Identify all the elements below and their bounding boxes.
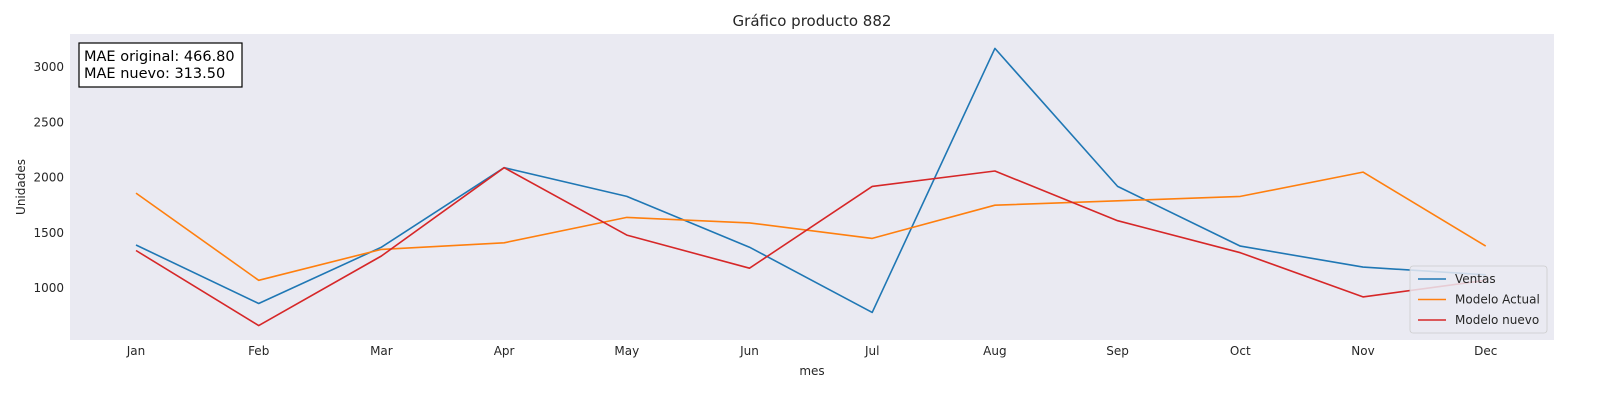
x-tick-label: Apr (494, 344, 515, 358)
x-tick-label: May (614, 344, 639, 358)
legend-label: Ventas (1455, 272, 1496, 286)
x-axis-title: mes (799, 364, 824, 378)
x-tick-label: Feb (248, 344, 269, 358)
series-line (135, 166, 1486, 327)
x-tick-label: Jul (864, 344, 879, 358)
x-tick-label: Dec (1474, 344, 1497, 358)
x-axis-ticks: Jan Feb Mar Apr May Jun Jul Aug Sep Oct Nov Dec (126, 344, 1498, 358)
y-axis-title: Unidades (14, 159, 28, 215)
series-line (135, 171, 1487, 282)
mae-annotation: MAE original: 466.80 MAE nuevo: 313.50 (78, 42, 243, 88)
series-line (135, 47, 1486, 314)
x-tick-label: Sep (1106, 344, 1129, 358)
y-tick-label: 1000 (33, 281, 64, 295)
y-axis-ticks: 1000 1500 2000 2500 3000 (33, 60, 64, 295)
legend-box (1409, 265, 1548, 334)
legend-label: Modelo nuevo (1455, 313, 1539, 327)
x-tick-label: Jan (126, 344, 146, 358)
annotation-mae-original: MAE original: 466.80 (84, 49, 235, 65)
series-lines (135, 47, 1487, 327)
y-tick-label: 3000 (33, 60, 64, 74)
x-tick-label: Mar (370, 344, 393, 358)
x-tick-label: Nov (1351, 344, 1374, 358)
y-tick-label: 1500 (33, 226, 64, 240)
plot-area (70, 34, 1554, 340)
y-tick-label: 2000 (33, 171, 64, 185)
annotation-mae-nuevo: MAE nuevo: 313.50 (84, 66, 225, 82)
legend-label: Modelo Actual (1455, 293, 1540, 307)
x-tick-label: Oct (1230, 344, 1251, 358)
y-tick-label: 2500 (33, 115, 64, 129)
x-tick-label: Jun (739, 344, 759, 358)
annotation-box (78, 42, 243, 88)
chart-title: Gráfico producto 882 (733, 12, 892, 30)
legend: Ventas Modelo Actual Modelo nuevo (1409, 265, 1548, 334)
x-tick-label: Aug (983, 344, 1006, 358)
